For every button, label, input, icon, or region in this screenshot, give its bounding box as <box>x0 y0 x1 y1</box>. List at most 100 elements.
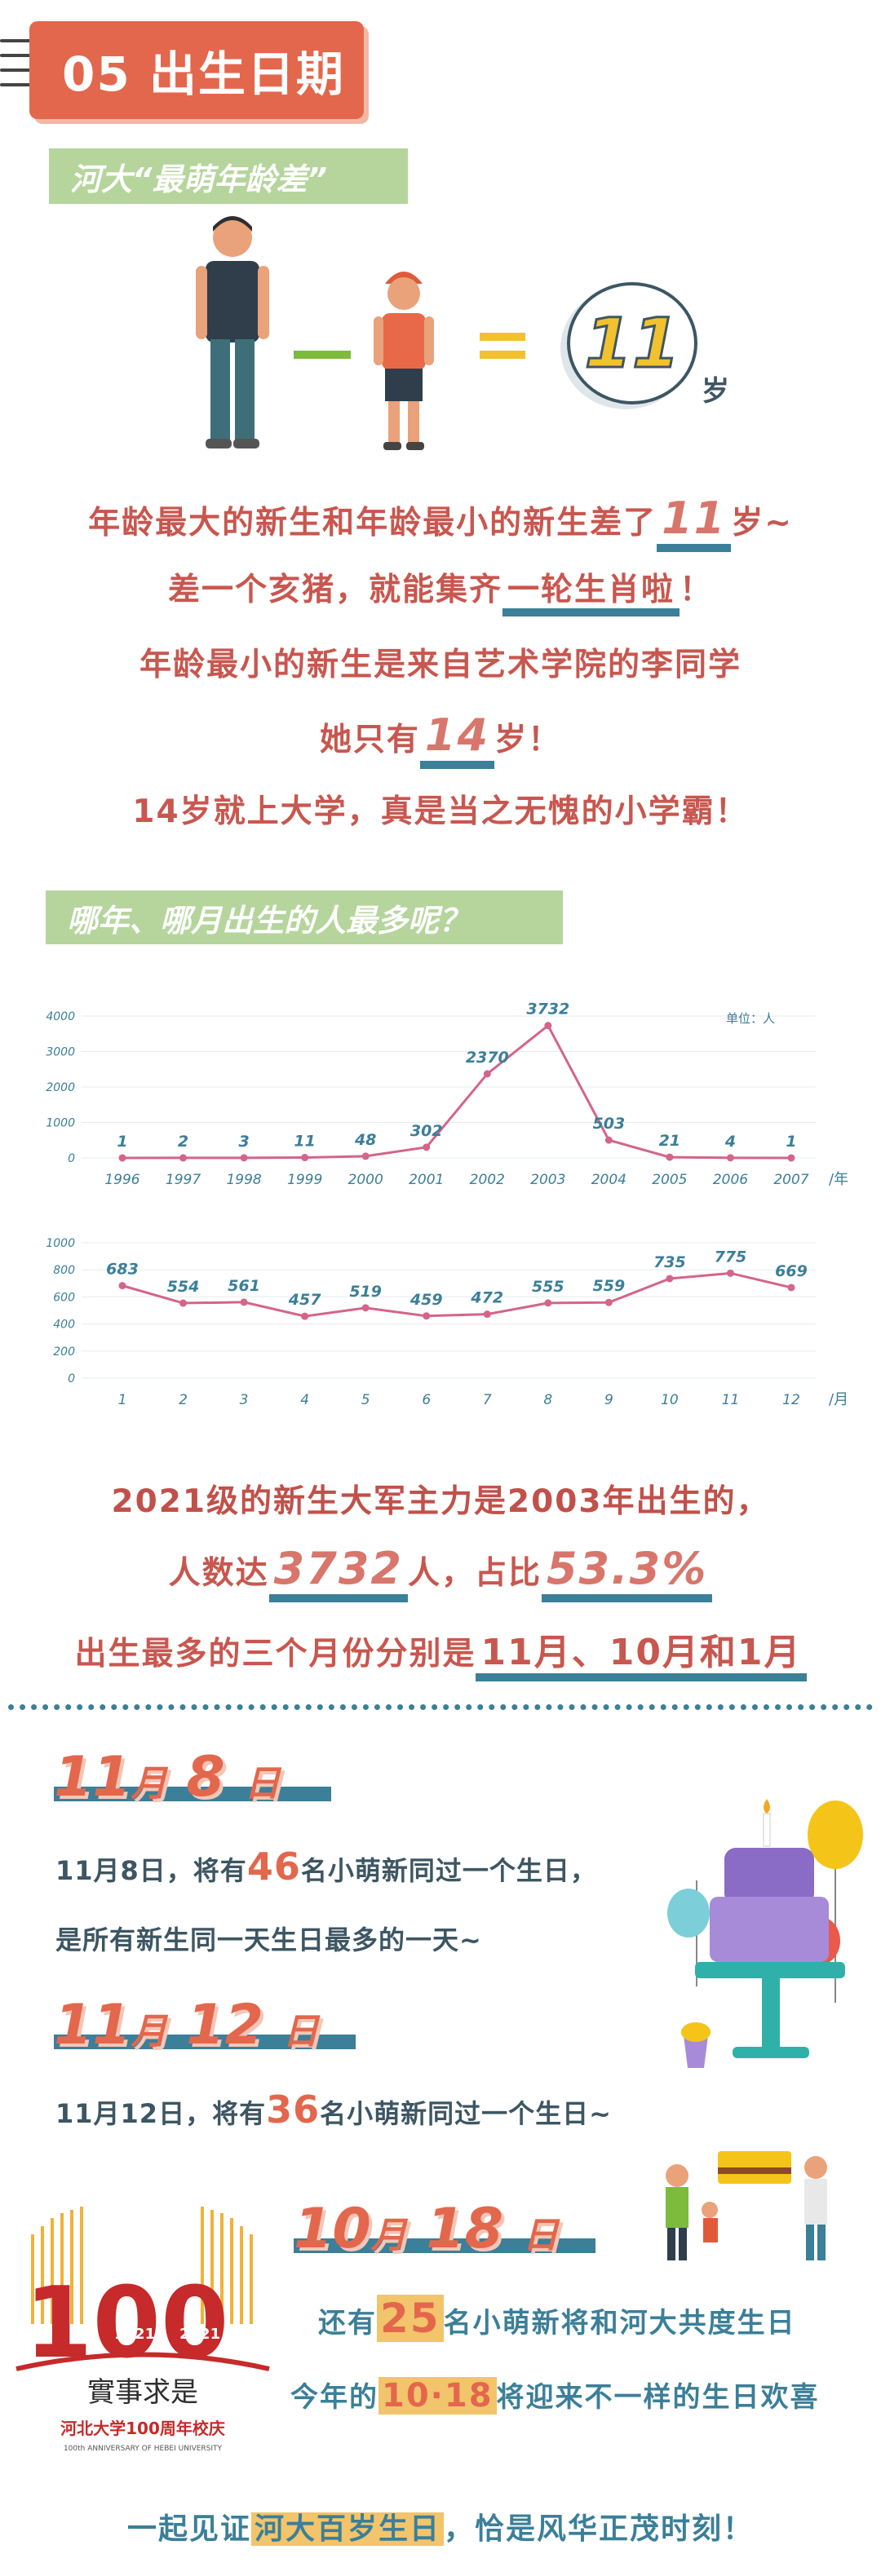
logo-english: 100th ANNIVERSARY OF HEBEI UNIVERSITY <box>64 2445 223 2453</box>
data-point <box>361 1304 370 1312</box>
data-point <box>666 1275 674 1283</box>
x-tick-label: 1 <box>118 1392 127 1408</box>
age-gap-tag-text: 河大“最萌年龄差” <box>70 161 327 197</box>
summary-line-1: 2021级的新生大军主力是2003年出生的， <box>111 1483 770 1520</box>
x-tick-label: 12 <box>782 1392 800 1408</box>
year-chart: 0 1000 2000 3000 4000 1996 1997 1998 1999 2000 200… <box>46 1001 848 1188</box>
data-point <box>179 1299 188 1307</box>
x-tick-label: 5 <box>361 1392 370 1408</box>
text-line-4: 她只有 14 岁！ <box>0 709 881 769</box>
logo-motto: 實事求是 <box>87 2376 198 2409</box>
x-tick-label: 1997 <box>166 1172 201 1188</box>
data-label: 683 <box>106 1261 139 1279</box>
data-point <box>604 1298 613 1306</box>
y-tick-label: 1000 <box>46 1117 75 1130</box>
data-point <box>787 1284 795 1292</box>
data-point <box>544 1022 552 1030</box>
data-point <box>423 1143 431 1151</box>
text-line-1: 年龄最大的新生和年龄最小的新生差了 11 岁~ <box>0 493 881 552</box>
x-tick-label: 1999 <box>287 1172 322 1188</box>
x-tick-label: 2007 <box>773 1172 808 1188</box>
data-label: 1 <box>117 1133 127 1151</box>
date1-line-1: 11月8日，将有46名小萌新同过一个生日， <box>55 1845 597 1889</box>
data-label: 2370 <box>466 1049 509 1067</box>
series-line <box>122 1023 792 1160</box>
x-tick-label: 2005 <box>652 1172 687 1188</box>
data-label: 48 <box>354 1131 376 1149</box>
equals-sign-top <box>480 333 525 341</box>
date3-line-2: 今年的 10·18 将迎来不一样的生日欢喜 <box>290 2377 820 2415</box>
summary-line-2: 人数达 3732 人，占比 53.3% <box>0 1543 881 1602</box>
x-tick-label: 2002 <box>470 1172 505 1188</box>
logo-year-right: 2021 <box>179 2326 220 2343</box>
unit-label: 单位：人 <box>726 1011 775 1026</box>
series-line <box>122 1271 792 1318</box>
x-tick-label: 10 <box>661 1392 679 1408</box>
y-tick-label: 3000 <box>46 1046 75 1059</box>
data-point <box>301 1154 309 1162</box>
y-tick-label: 0 <box>68 1152 75 1165</box>
x-tick-label: 2000 <box>348 1172 383 1188</box>
x-tick-label: 2001 <box>409 1172 444 1188</box>
x-axis-suffix: /月 <box>829 1391 848 1408</box>
data-point <box>666 1153 674 1161</box>
y-tick-label: 200 <box>53 1345 75 1359</box>
date-heading-1018: 10月 18 日 <box>294 2197 595 2261</box>
dotted-divider <box>8 1704 873 1710</box>
x-tick-label: 1996 <box>104 1172 139 1188</box>
data-point <box>787 1154 795 1162</box>
data-point <box>726 1154 734 1162</box>
data-label: 735 <box>653 1253 686 1271</box>
y-tick-label: 2000 <box>46 1081 75 1094</box>
text-line-3: 年龄最小的新生是来自艺术学院的李同学 <box>139 647 742 683</box>
data-point <box>726 1269 734 1277</box>
date-underline <box>294 2238 595 2253</box>
birth-peak-tag-text: 哪年、哪月出生的人最多呢？ <box>67 902 471 939</box>
x-tick-label: 2006 <box>713 1172 748 1188</box>
x-tick-label: 7 <box>483 1392 492 1408</box>
date-underline <box>54 2035 356 2049</box>
section-title-text: 05 出生日期 <box>62 46 345 102</box>
birth-peak-tag: 哪年、哪月出生的人最多呢？ <box>46 890 563 944</box>
data-label: 21 <box>659 1132 680 1150</box>
x-tick-label: 8 <box>543 1392 552 1408</box>
data-label: 4 <box>724 1133 736 1151</box>
date-heading-1112: 11月 12 日 <box>54 1993 356 2057</box>
x-tick-label: 1998 <box>226 1172 261 1188</box>
y-tick-label: 400 <box>53 1319 75 1332</box>
centennial-logo: 100 1921 2021 實事求是 河北大学100周年校庆 100th ANN… <box>15 2207 270 2453</box>
data-label: 775 <box>715 1248 747 1266</box>
data-point <box>118 1154 126 1162</box>
data-point <box>483 1070 491 1078</box>
data-point <box>544 1299 552 1307</box>
x-tick-label: 6 <box>422 1392 431 1408</box>
data-label: 472 <box>470 1289 503 1307</box>
y-tick-label: 600 <box>53 1291 75 1304</box>
party-people-illustration <box>666 2151 827 2260</box>
date3-line-1: 还有25 名小萌新将和河大共度生日 <box>318 2295 796 2342</box>
data-label: 1 <box>786 1133 796 1151</box>
data-label: 457 <box>288 1291 321 1309</box>
data-label: 561 <box>228 1277 260 1295</box>
data-point <box>240 1154 248 1162</box>
data-point <box>361 1152 370 1160</box>
x-tick-label: 2004 <box>591 1172 626 1188</box>
data-point <box>301 1312 309 1320</box>
logo-name: 河北大学100周年校庆 <box>60 2419 225 2438</box>
data-label: 11 <box>294 1133 315 1151</box>
birthday-cake-illustration <box>667 1799 863 2068</box>
x-tick-label: 2 <box>179 1392 188 1408</box>
equals-sign-bottom <box>480 351 525 359</box>
x-tick-label: 9 <box>604 1392 613 1408</box>
text-line-2: 差一个亥猪，就能集齐 一轮生肖啦！ <box>0 564 881 616</box>
data-point <box>604 1136 613 1144</box>
date1-line-2: 是所有新生同一天生日最多的一天~ <box>55 1924 482 1955</box>
text-line-5: 14岁就上大学，真是当之无愧的小学霸！ <box>132 793 749 830</box>
x-tick-label: 2003 <box>530 1172 565 1188</box>
boy-illustration <box>374 272 434 450</box>
x-tick-label: 11 <box>722 1392 740 1408</box>
data-label: 503 <box>593 1115 626 1133</box>
section-title: 05 出生日期 <box>29 21 364 119</box>
data-point <box>423 1312 431 1320</box>
x-tick-label: 4 <box>300 1392 309 1408</box>
